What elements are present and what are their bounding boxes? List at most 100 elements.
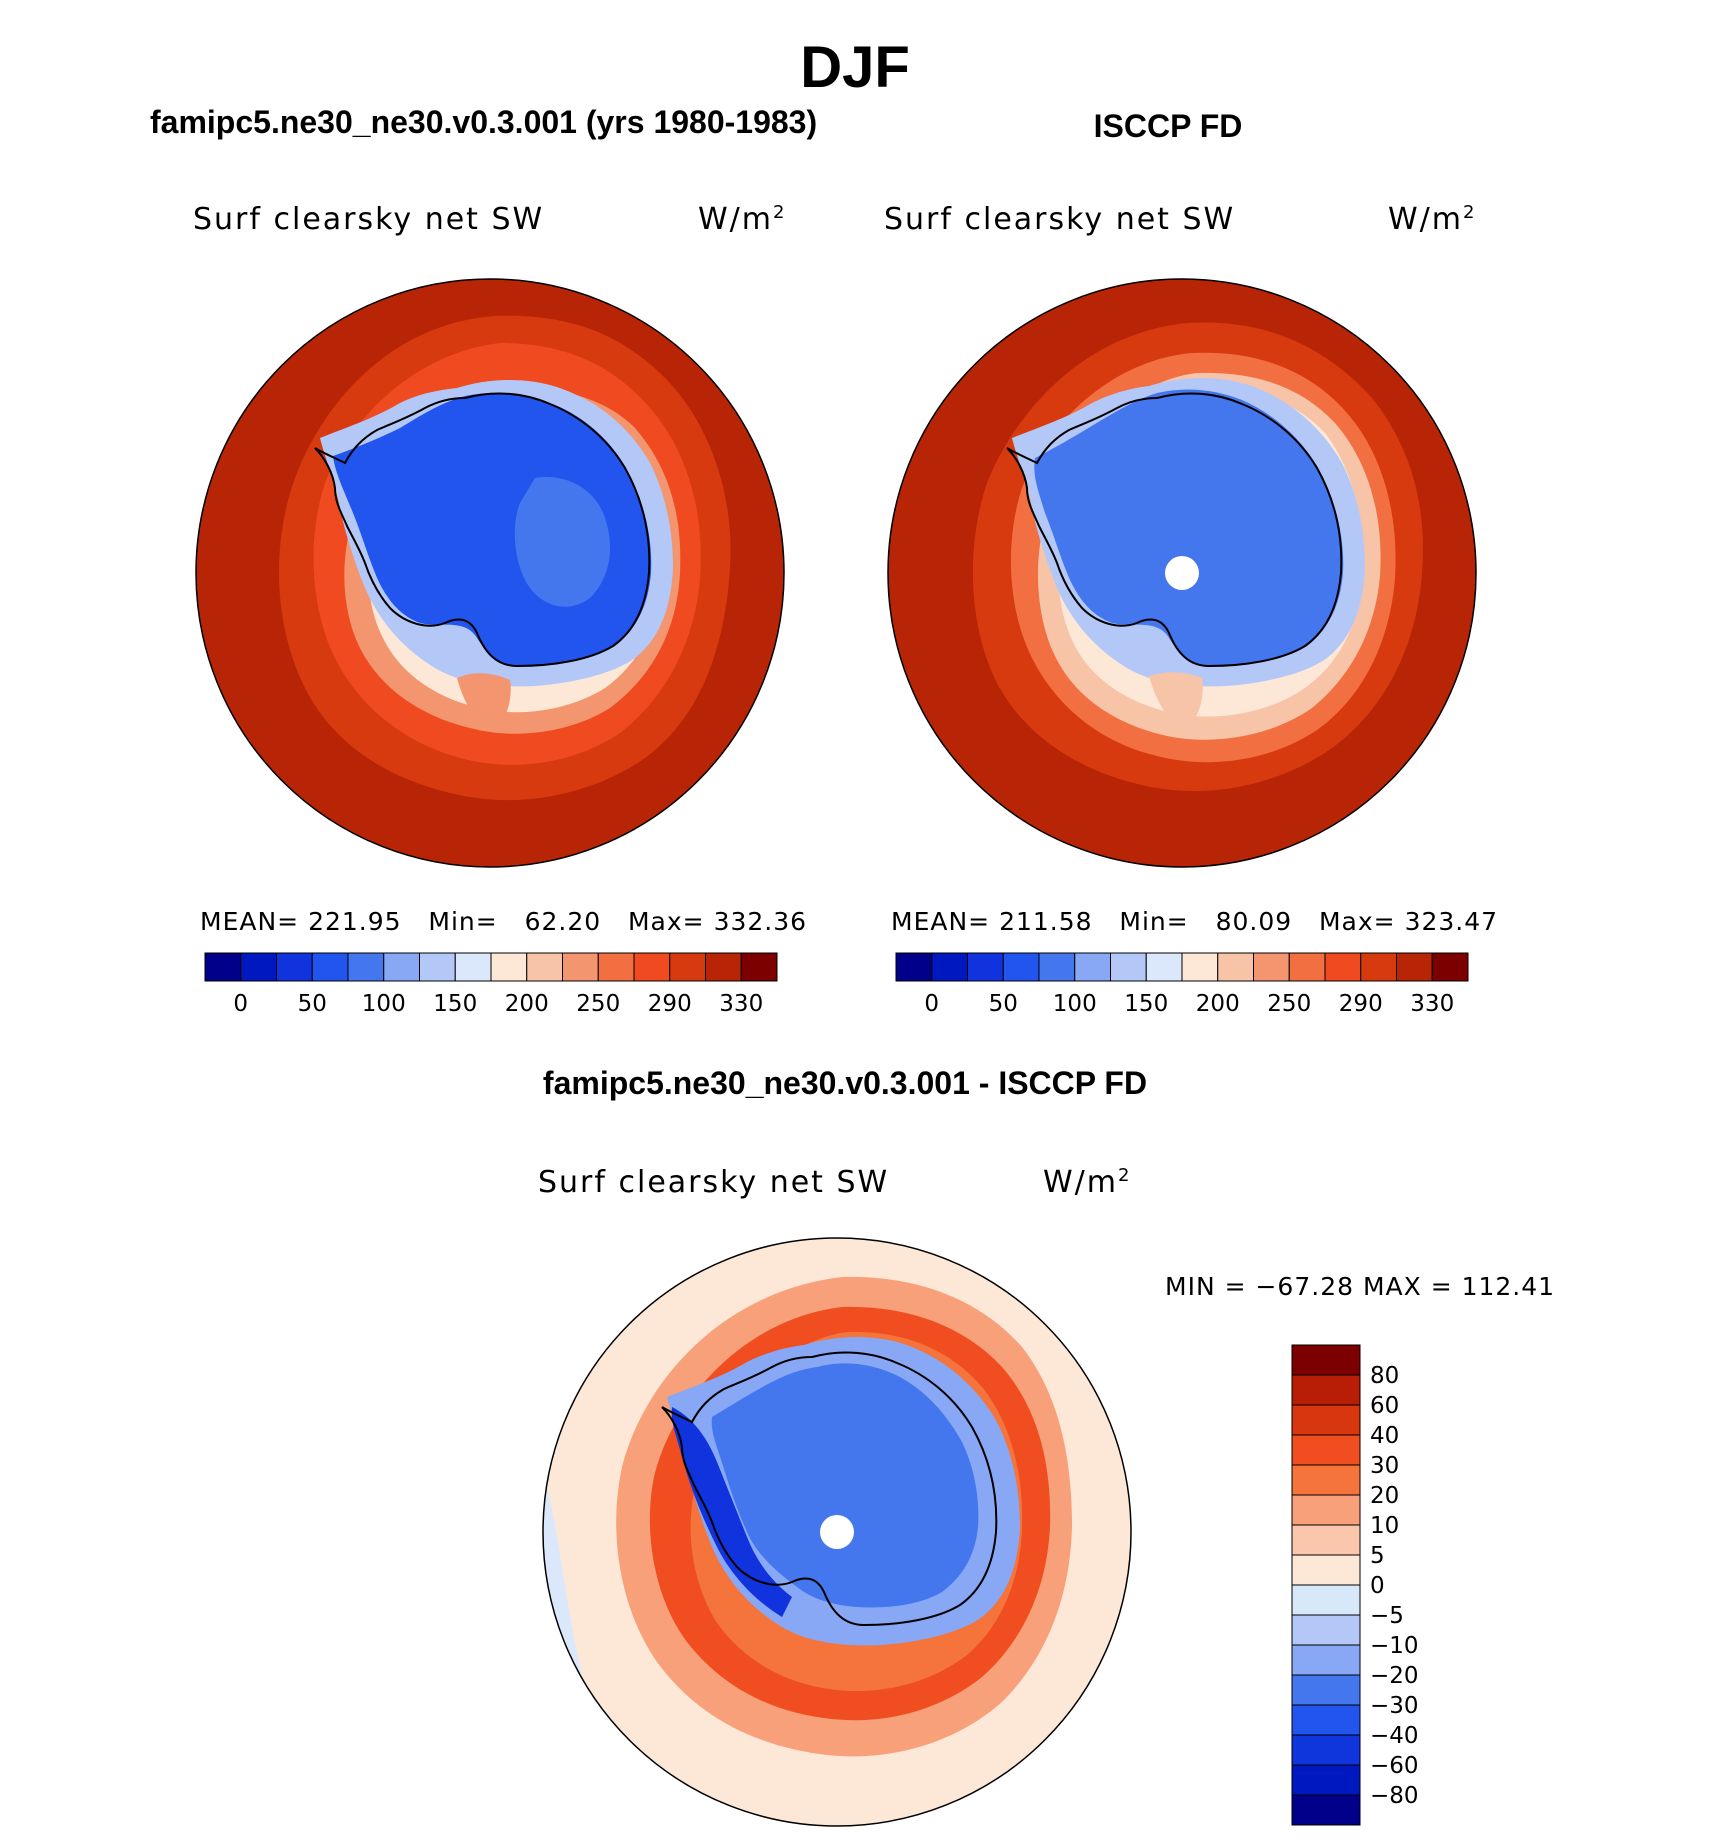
diff-minmax: MIN = −67.28 MAX = 112.41 <box>1165 1272 1556 1301</box>
model-colorbar-tick-label: 50 <box>298 991 327 1017</box>
model-antarctica-coast <box>314 392 651 668</box>
model-colorbar-box <box>669 952 706 982</box>
diff-variable-label: Surf clearsky net SW <box>538 1165 890 1200</box>
obs-colorbar-tick-label: 330 <box>1410 991 1454 1017</box>
obs-colorbar-box <box>1038 952 1076 982</box>
obs-colorbar-box <box>1110 952 1147 982</box>
diff-colorbar-box <box>1291 1464 1361 1496</box>
figure-title: DJF <box>800 35 910 100</box>
diff-colorbar-box <box>1291 1584 1361 1616</box>
diff-colorbar-tick-label: 10 <box>1370 1513 1399 1539</box>
diff-antarctica-coast <box>661 1351 998 1627</box>
model-colorbar-box <box>705 952 742 982</box>
diff-colorbar-box <box>1291 1404 1361 1436</box>
diff-colorbar-box <box>1291 1674 1361 1706</box>
diff-colorbar-tick-label: −80 <box>1370 1783 1419 1809</box>
obs-antarctica-ice <box>1034 389 1344 666</box>
model-colorbar-box <box>276 952 313 982</box>
obs-colorbar-box <box>1396 952 1433 982</box>
obs-colorbar-tick-label: 50 <box>989 991 1018 1017</box>
obs-max-value: 323.47 <box>1404 907 1499 936</box>
obs-colorbar-tick-label: 100 <box>1053 991 1097 1017</box>
model-colorbar-box <box>419 952 456 982</box>
diff-colorbar-tick-label: 80 <box>1370 1363 1399 1389</box>
model-colorbar-box <box>240 952 277 982</box>
diff-colorbar-box <box>1291 1494 1361 1526</box>
obs-stats: MEAN= 211.58 Min= 80.09 Max= 323.47 <box>891 907 1498 936</box>
obs-colorbar-box <box>1217 952 1254 982</box>
diff-units-label: W/m2 <box>1043 1165 1132 1200</box>
diff-colorbar-tick-label: −10 <box>1370 1633 1419 1659</box>
diff-colorbar-tick-label: 5 <box>1370 1543 1385 1569</box>
diff-colorbar-tick-label: −5 <box>1370 1603 1404 1629</box>
obs-colorbar-box <box>1181 952 1219 982</box>
obs-colorbar-box <box>1253 952 1290 982</box>
diff-colorbar-box <box>1291 1374 1361 1406</box>
diff-colorbar-tick-label: −40 <box>1370 1723 1419 1749</box>
model-colorbar-tick-label: 250 <box>576 991 620 1017</box>
diff-colorbar-tick-label: 60 <box>1370 1393 1399 1419</box>
model-colorbar-box <box>526 952 563 982</box>
obs-units-label: W/m2 <box>1388 202 1477 237</box>
obs-variable-label: Surf clearsky net SW <box>884 202 1236 237</box>
obs-colorbar-tick-label: 290 <box>1339 991 1383 1017</box>
obs-colorbar-box <box>1288 952 1326 982</box>
obs-colorbar-box <box>895 952 933 982</box>
diff-panel-title: famipc5.ne30_ne30.v0.3.001 - ISCCP FD <box>542 1065 1148 1101</box>
obs-colorbar-tick-label: 250 <box>1267 991 1311 1017</box>
obs-mean-label: MEAN= <box>891 907 991 936</box>
obs-ross-shelf <box>1149 672 1203 730</box>
model-colorbar-box <box>383 952 420 982</box>
obs-mean-value: 211.58 <box>999 907 1093 936</box>
model-colorbar-tick-label: 150 <box>433 991 477 1017</box>
obs-min-label: Min= <box>1119 907 1189 936</box>
diff-colorbar-box <box>1291 1554 1361 1586</box>
obs-antarctica-coast <box>1006 392 1343 668</box>
obs-colorbar-box <box>1002 952 1040 982</box>
diff-colorbar-box <box>1291 1794 1361 1826</box>
obs-colorbar-box <box>1074 952 1111 982</box>
diff-colorbar-box <box>1291 1764 1361 1796</box>
model-colorbar-tick-label: 100 <box>362 991 406 1017</box>
model-colorbar-box <box>204 952 242 982</box>
diff-colorbar-tick-label: 20 <box>1370 1483 1399 1509</box>
diff-colorbar-box <box>1291 1734 1361 1766</box>
obs-colorbar-box <box>967 952 1004 982</box>
obs-polar-map <box>887 278 1477 868</box>
obs-min-value: 80.09 <box>1215 907 1293 936</box>
diff-colorbar-tick-label: 40 <box>1370 1423 1399 1449</box>
model-min-value: 62.20 <box>524 907 602 936</box>
model-colorbar-box <box>562 952 599 982</box>
diff-colorbar: 80 60 40 30 20 10 5 0 −5 −10 −20 −30 −40 −60 −80 <box>1291 1344 1419 1826</box>
diff-polar-map <box>542 1237 1132 1827</box>
obs-pole-hole <box>1165 556 1199 590</box>
diff-colorbar-tick-label: 0 <box>1370 1573 1385 1599</box>
obs-colorbar-box <box>1324 952 1362 982</box>
diff-colorbar-box <box>1291 1524 1361 1556</box>
model-colorbar-tick-label: 330 <box>719 991 763 1017</box>
model-colorbar-tick-label: 0 <box>233 991 248 1017</box>
model-colorbar-box <box>597 952 635 982</box>
obs-panel-title: ISCCP FD <box>1093 108 1243 144</box>
model-max-value: 332.36 <box>713 907 808 936</box>
obs-colorbar: 0 50 100 150 200 250 290 330 <box>895 952 1469 1017</box>
diff-colorbar-box <box>1291 1704 1361 1736</box>
diff-colorbar-tick-label: −30 <box>1370 1693 1419 1719</box>
model-units-label: W/m2 <box>698 202 787 237</box>
diff-colorbar-tick-label: −20 <box>1370 1663 1419 1689</box>
diff-colorbar-box <box>1291 1644 1361 1676</box>
model-colorbar-box <box>454 952 492 982</box>
diff-colorbar-box <box>1291 1614 1361 1646</box>
model-colorbar-box <box>347 952 385 982</box>
model-mean-label: MEAN= <box>200 907 300 936</box>
obs-colorbar-box <box>931 952 968 982</box>
model-ross-shelf <box>457 673 511 733</box>
model-colorbar: 0 50 100 150 200 250 290 330 <box>204 952 778 1017</box>
diff-coastal-dark <box>671 1407 792 1617</box>
model-colorbar-box <box>490 952 528 982</box>
model-stats: MEAN= 221.95 Min= 62.20 Max= 332.36 <box>200 907 807 936</box>
diff-colorbar-box <box>1291 1344 1361 1376</box>
model-polar-map <box>195 278 785 868</box>
diff-colorbar-tick-label: −60 <box>1370 1753 1419 1779</box>
obs-max-label: Max= <box>1318 907 1396 936</box>
